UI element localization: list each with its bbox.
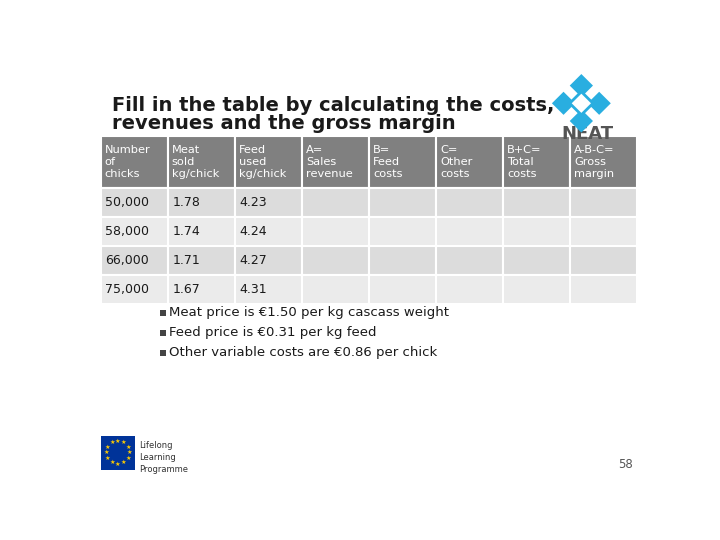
- Bar: [503, 217, 570, 246]
- Text: A-B-C=
Gross
margin: A-B-C= Gross margin: [574, 145, 614, 179]
- Bar: [570, 136, 637, 188]
- Text: ★: ★: [115, 439, 121, 444]
- Bar: [168, 246, 235, 275]
- Bar: [503, 246, 570, 275]
- Text: Meat
sold
kg/chick: Meat sold kg/chick: [172, 145, 219, 179]
- Bar: [101, 188, 168, 217]
- Polygon shape: [552, 92, 575, 115]
- Text: 66,000: 66,000: [106, 254, 149, 267]
- Bar: [570, 275, 637, 303]
- Text: Feed
used
kg/chick: Feed used kg/chick: [239, 145, 286, 179]
- Bar: [369, 136, 436, 188]
- Bar: [101, 217, 168, 246]
- Text: Number
of
chicks: Number of chicks: [104, 145, 150, 179]
- Text: ★: ★: [105, 456, 111, 461]
- Bar: [168, 188, 235, 217]
- Bar: [369, 188, 436, 217]
- Bar: [168, 275, 235, 303]
- Bar: [436, 136, 503, 188]
- Bar: [302, 188, 369, 217]
- Bar: [160, 309, 166, 316]
- Text: ★: ★: [127, 450, 132, 455]
- Bar: [436, 246, 503, 275]
- Text: ★: ★: [125, 456, 131, 461]
- Text: 58,000: 58,000: [106, 225, 150, 238]
- Text: 4.27: 4.27: [240, 254, 267, 267]
- Bar: [436, 188, 503, 217]
- Bar: [369, 275, 436, 303]
- Text: 4.23: 4.23: [240, 196, 267, 209]
- Bar: [160, 350, 166, 356]
- Bar: [369, 246, 436, 275]
- Text: ★: ★: [121, 441, 127, 446]
- Text: ★: ★: [105, 444, 111, 450]
- Bar: [369, 217, 436, 246]
- Text: Other variable costs are €0.86 per chick: Other variable costs are €0.86 per chick: [169, 346, 437, 359]
- Bar: [235, 188, 302, 217]
- Bar: [101, 436, 135, 470]
- Bar: [570, 188, 637, 217]
- Bar: [302, 275, 369, 303]
- Polygon shape: [588, 92, 611, 115]
- Bar: [570, 246, 637, 275]
- Polygon shape: [570, 74, 593, 97]
- Bar: [302, 246, 369, 275]
- Bar: [436, 217, 503, 246]
- Text: Meat price is €1.50 per kg cascass weight: Meat price is €1.50 per kg cascass weigh…: [169, 306, 449, 319]
- Text: B+C=
Total
costs: B+C= Total costs: [507, 145, 541, 179]
- Bar: [101, 246, 168, 275]
- Text: 1.74: 1.74: [173, 225, 200, 238]
- Text: Lifelong
Learning
Programme: Lifelong Learning Programme: [140, 441, 189, 474]
- Bar: [503, 136, 570, 188]
- Text: NEAT: NEAT: [561, 125, 613, 143]
- Text: ★: ★: [109, 461, 115, 465]
- Text: revenues and the gross margin: revenues and the gross margin: [112, 114, 455, 133]
- Bar: [503, 275, 570, 303]
- Polygon shape: [570, 92, 593, 115]
- Polygon shape: [570, 110, 593, 132]
- Text: ★: ★: [121, 461, 127, 465]
- Bar: [235, 275, 302, 303]
- Text: 50,000: 50,000: [106, 196, 150, 209]
- Text: ★: ★: [125, 444, 131, 450]
- Text: 1.71: 1.71: [173, 254, 200, 267]
- Text: 4.24: 4.24: [240, 225, 267, 238]
- Text: 75,000: 75,000: [106, 282, 150, 295]
- Text: 58: 58: [618, 458, 632, 471]
- Text: C=
Other
costs: C= Other costs: [440, 145, 472, 179]
- Text: A=
Sales
revenue: A= Sales revenue: [306, 145, 353, 179]
- Bar: [570, 217, 637, 246]
- Text: 1.78: 1.78: [173, 196, 200, 209]
- Bar: [168, 217, 235, 246]
- Bar: [101, 136, 168, 188]
- Text: 4.31: 4.31: [240, 282, 267, 295]
- Bar: [302, 217, 369, 246]
- Bar: [235, 217, 302, 246]
- Text: Feed price is €0.31 per kg feed: Feed price is €0.31 per kg feed: [169, 326, 377, 339]
- Text: B=
Feed
costs: B= Feed costs: [373, 145, 402, 179]
- Text: ★: ★: [109, 441, 115, 446]
- Bar: [436, 275, 503, 303]
- Bar: [168, 136, 235, 188]
- Text: 1.67: 1.67: [173, 282, 200, 295]
- Bar: [235, 136, 302, 188]
- Text: ★: ★: [104, 450, 109, 455]
- Bar: [503, 188, 570, 217]
- Bar: [160, 330, 166, 336]
- Bar: [302, 136, 369, 188]
- Text: ★: ★: [115, 462, 121, 467]
- Bar: [235, 246, 302, 275]
- Text: Fill in the table by calculating the costs,: Fill in the table by calculating the cos…: [112, 96, 554, 114]
- Bar: [101, 275, 168, 303]
